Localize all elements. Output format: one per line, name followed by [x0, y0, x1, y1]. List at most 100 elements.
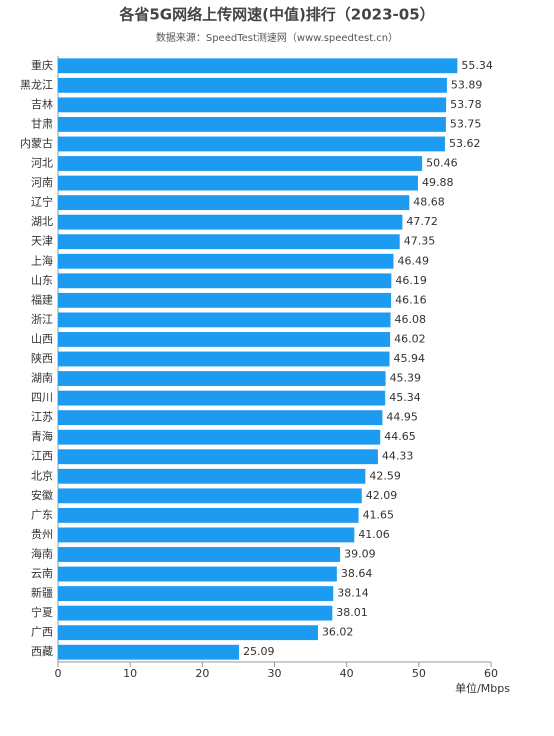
x-tick-label: 30 — [268, 667, 282, 680]
chart-title: 各省5G网络上传网速(中值)排行（2023-05） — [118, 6, 434, 24]
bar — [58, 371, 386, 386]
y-tick-label: 安徽 — [31, 488, 53, 502]
bar — [58, 507, 359, 523]
x-tick-label: 60 — [484, 667, 498, 680]
value-label: 38.64 — [341, 567, 373, 580]
y-tick-label: 宁夏 — [31, 605, 53, 619]
value-label: 38.14 — [337, 587, 369, 600]
bar — [58, 547, 341, 562]
value-label: 49.88 — [422, 176, 454, 189]
value-label: 53.62 — [449, 137, 481, 150]
value-label: 44.33 — [382, 450, 414, 463]
y-tick-label: 吉林 — [31, 97, 53, 111]
y-tick-label: 辽宁 — [31, 195, 53, 209]
x-tick-label: 40 — [340, 667, 354, 680]
value-label: 45.39 — [390, 372, 422, 385]
y-tick-label: 海南 — [31, 546, 53, 560]
y-tick-label: 福建 — [31, 292, 53, 306]
bar — [58, 195, 410, 211]
y-tick-label: 四川 — [31, 391, 53, 404]
y-tick-label: 甘肃 — [31, 117, 53, 130]
value-label: 36.02 — [322, 626, 354, 639]
y-tick-label: 天津 — [31, 235, 53, 248]
bar — [58, 214, 403, 230]
value-label: 44.95 — [386, 411, 418, 424]
bar — [58, 58, 458, 74]
bar — [58, 527, 355, 543]
value-label: 45.94 — [394, 352, 426, 365]
bar — [58, 644, 240, 660]
bar — [58, 410, 383, 426]
y-tick-label: 西藏 — [31, 645, 53, 658]
bar — [58, 77, 447, 93]
value-label: 47.35 — [404, 235, 436, 248]
bar — [58, 136, 445, 152]
value-label: 42.59 — [369, 469, 401, 482]
value-label: 46.16 — [395, 293, 427, 306]
x-axis-label: 单位/Mbps — [455, 681, 510, 695]
value-label: 53.89 — [451, 78, 483, 91]
y-tick-label: 湖南 — [31, 372, 53, 385]
y-tick-label: 浙江 — [31, 313, 53, 326]
value-label: 46.08 — [395, 313, 427, 326]
bar — [58, 332, 391, 347]
y-tick-label: 重庆 — [31, 58, 53, 72]
value-label: 48.68 — [413, 196, 445, 209]
bar — [58, 625, 318, 641]
value-label: 50.46 — [426, 157, 458, 170]
value-label: 38.01 — [336, 606, 368, 619]
value-label: 44.65 — [384, 430, 416, 443]
bar — [58, 312, 391, 328]
y-tick-label: 山西 — [31, 332, 53, 345]
value-label: 45.34 — [389, 391, 421, 404]
bar — [58, 449, 378, 465]
y-tick-label: 河南 — [31, 176, 53, 189]
y-tick-label: 内蒙古 — [20, 136, 53, 150]
value-label: 39.09 — [344, 547, 376, 560]
y-tick-label: 广东 — [31, 508, 53, 521]
bar — [58, 116, 446, 132]
bar — [58, 390, 386, 406]
y-tick-label: 黑龙江 — [20, 78, 53, 91]
bar — [58, 97, 447, 113]
value-label: 41.65 — [363, 508, 395, 521]
x-tick-label: 10 — [123, 667, 137, 680]
y-tick-label: 新疆 — [31, 586, 53, 600]
bar — [58, 292, 392, 308]
value-label: 46.19 — [395, 274, 427, 287]
bar — [58, 273, 392, 289]
chart-subtitle: 数据来源：SpeedTest测速网（www.speedtest.cn） — [156, 31, 398, 44]
bar — [58, 175, 418, 191]
y-tick-label: 青海 — [31, 429, 53, 443]
y-tick-label: 陕西 — [31, 351, 53, 365]
bar — [58, 605, 333, 621]
bar — [58, 429, 381, 445]
y-tick-label: 贵州 — [31, 528, 53, 541]
y-tick-label: 河北 — [31, 157, 53, 170]
value-label: 42.09 — [366, 489, 398, 502]
y-tick-label: 云南 — [31, 567, 53, 580]
y-tick-label: 广西 — [31, 626, 53, 639]
bar — [58, 234, 400, 250]
bar — [58, 586, 334, 602]
bar — [58, 156, 423, 171]
value-label: 55.34 — [461, 59, 493, 72]
x-tick-label: 20 — [195, 667, 209, 680]
bar — [58, 566, 337, 582]
value-label: 41.06 — [358, 528, 390, 541]
bar — [58, 351, 390, 367]
y-tick-label: 北京 — [31, 468, 53, 482]
value-label: 46.02 — [394, 332, 426, 345]
bar — [58, 253, 394, 269]
y-tick-label: 江苏 — [31, 411, 53, 424]
value-label: 25.09 — [243, 645, 275, 658]
value-label: 46.49 — [398, 254, 430, 267]
y-tick-label: 湖北 — [31, 215, 53, 228]
bar — [58, 488, 362, 504]
value-label: 47.72 — [406, 215, 438, 228]
value-label: 53.78 — [450, 98, 482, 111]
y-tick-label: 上海 — [31, 253, 53, 267]
value-label: 53.75 — [450, 117, 482, 130]
bar — [58, 468, 366, 484]
